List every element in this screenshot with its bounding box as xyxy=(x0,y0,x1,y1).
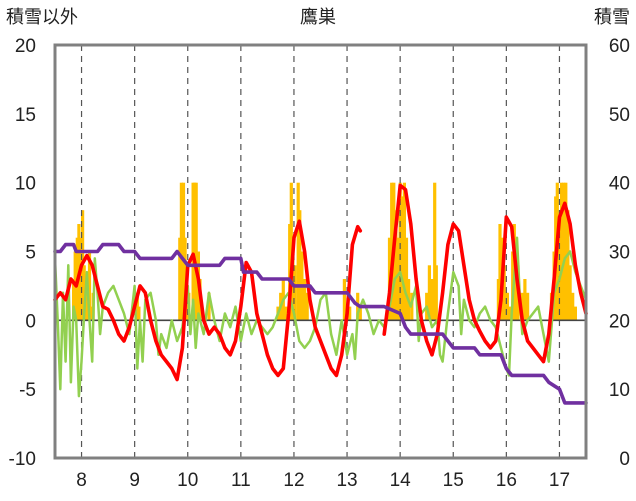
x-tick-17: 17 xyxy=(549,470,570,491)
left-tick-labels: 20 15 10 5 0 -5 -10 xyxy=(9,36,36,470)
bar-39 xyxy=(342,279,346,321)
bar-50 xyxy=(402,182,406,321)
x-tick-16: 16 xyxy=(496,470,517,491)
series-line-1 xyxy=(382,183,588,364)
bar-14 xyxy=(178,237,182,321)
x-tick-labels: 8 9 10 11 12 13 14 15 16 17 xyxy=(76,470,570,491)
bar-9 xyxy=(87,251,92,321)
right-tick-40: 40 xyxy=(609,174,630,195)
bar-4 xyxy=(78,237,83,321)
x-tick-9: 9 xyxy=(129,470,140,491)
bar-79 xyxy=(562,182,566,321)
bar-72 xyxy=(526,292,530,321)
left-tick-0: 0 xyxy=(25,311,36,332)
bar-57 xyxy=(433,182,437,321)
right-tick-labels: 60 50 40 30 20 10 0 xyxy=(609,36,630,470)
series-line-0 xyxy=(53,219,363,382)
bar-15 xyxy=(179,182,183,321)
x-tick-15: 15 xyxy=(443,470,464,491)
plot-frame xyxy=(53,43,588,460)
bar-56 xyxy=(430,279,434,321)
bar-55 xyxy=(427,265,431,321)
bar-64 xyxy=(505,292,509,321)
left-tick-20: 20 xyxy=(15,36,36,57)
bar-47 xyxy=(396,237,400,321)
bar-84 xyxy=(573,306,577,321)
bar-80 xyxy=(564,182,568,321)
bar-81 xyxy=(566,210,570,321)
x-tick-11: 11 xyxy=(231,470,251,491)
x-tick-14: 14 xyxy=(390,470,412,491)
bar-48 xyxy=(398,182,402,321)
left-tick-15: 15 xyxy=(15,105,36,126)
x-tick-12: 12 xyxy=(283,470,304,491)
right-tick-50: 50 xyxy=(609,105,630,126)
bar-71 xyxy=(523,279,527,321)
series-line-2 xyxy=(53,236,588,398)
bar-46 xyxy=(394,210,398,321)
series-layer xyxy=(53,183,588,405)
right-tick-10: 10 xyxy=(609,380,630,401)
chart-title: 鷹巣 xyxy=(300,6,336,27)
bar-78 xyxy=(560,182,564,321)
right-tick-60: 60 xyxy=(609,36,630,57)
x-tick-13: 13 xyxy=(336,470,357,491)
bar-62 xyxy=(502,265,506,321)
right-tick-0: 0 xyxy=(619,449,630,470)
bar-13 xyxy=(137,306,141,321)
bar-29 xyxy=(284,306,288,321)
bar-25 xyxy=(207,292,211,321)
left-axis-label: 積雪以外 xyxy=(6,7,78,27)
right-axis-label: 積雪 xyxy=(594,7,630,27)
bar-42 xyxy=(358,306,362,321)
left-tick-10: 10 xyxy=(15,174,36,195)
bar-40 xyxy=(348,306,352,321)
right-tick-30: 30 xyxy=(609,243,630,264)
left-tick--5: -5 xyxy=(19,380,36,401)
bar-37 xyxy=(303,279,307,321)
bar-49 xyxy=(400,196,404,321)
bar-12 xyxy=(135,292,139,321)
bar-51 xyxy=(404,237,409,321)
bar-33 xyxy=(293,265,297,321)
bar-82 xyxy=(568,265,572,321)
bar-22 xyxy=(194,182,198,321)
bar-38 xyxy=(305,292,309,321)
bar-35 xyxy=(298,210,302,321)
bar-58 xyxy=(434,265,438,321)
bar-10 xyxy=(89,306,93,321)
bar-32 xyxy=(291,237,295,321)
bar-68 xyxy=(514,251,518,321)
bar-60 xyxy=(498,224,502,321)
bar-83 xyxy=(571,292,575,321)
right-tick-20: 20 xyxy=(609,311,630,332)
x-tick-8: 8 xyxy=(76,470,87,491)
left-tick-5: 5 xyxy=(25,243,36,264)
left-tick--10: -10 xyxy=(9,449,36,470)
series-line-3 xyxy=(53,242,588,405)
x-tick-10: 10 xyxy=(177,470,198,491)
